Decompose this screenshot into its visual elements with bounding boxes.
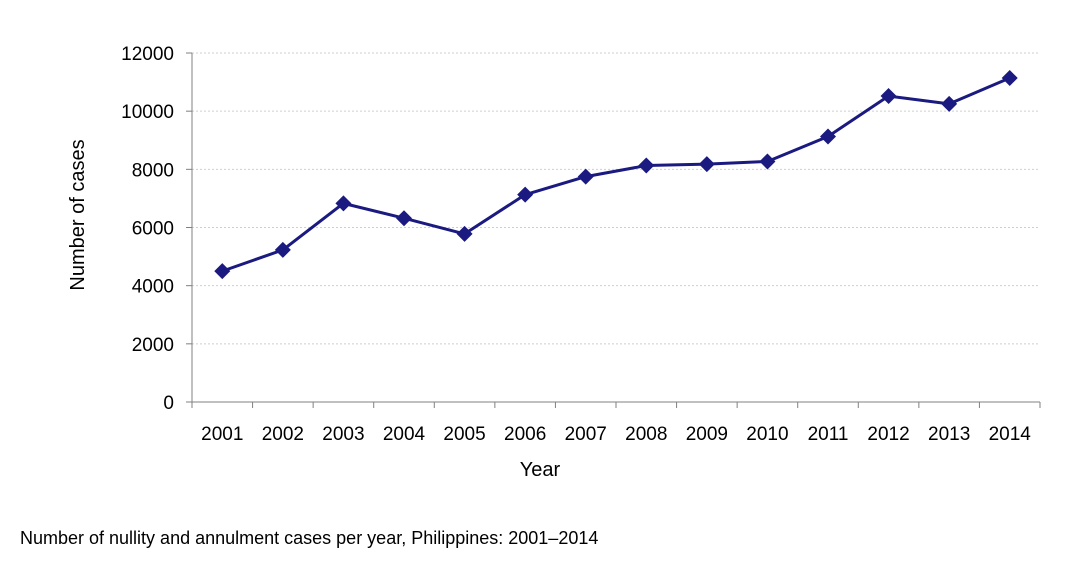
x-tick-label: 2010 — [746, 424, 788, 445]
data-point — [396, 210, 412, 227]
y-tick-label: 12000 — [121, 44, 174, 65]
y-tick-label: 10000 — [121, 102, 174, 123]
y-tick-label: 4000 — [132, 277, 174, 298]
x-tick-label: 2011 — [808, 424, 849, 445]
y-tick-label: 8000 — [132, 160, 174, 181]
data-point — [335, 195, 352, 212]
series-group — [214, 70, 1018, 280]
data-point — [1001, 70, 1018, 87]
x-tick-label: 2005 — [443, 424, 485, 445]
data-point — [456, 225, 473, 242]
y-axis-title: Number of cases — [67, 139, 89, 290]
x-tick-label: 2009 — [686, 424, 728, 445]
figure-caption: Number of nullity and annulment cases pe… — [20, 528, 599, 548]
x-tick-label: 2004 — [383, 424, 426, 445]
line-chart: 0 2000 4000 6000 8000 10000 12000 2001 2002 2003… — [67, 44, 1041, 481]
y-axis: 0 2000 4000 6000 8000 10000 12000 — [121, 44, 193, 414]
data-point — [941, 95, 958, 112]
x-tick-label: 2003 — [322, 424, 364, 445]
x-tick-label: 2008 — [625, 424, 667, 445]
gridlines — [192, 52, 1040, 345]
x-tick-label: 2012 — [867, 424, 909, 445]
data-point — [274, 241, 291, 258]
x-tick-label: 2002 — [262, 424, 304, 445]
series-line — [221, 76, 1011, 273]
data-point — [517, 186, 534, 203]
data-point — [638, 157, 655, 174]
data-point — [820, 128, 836, 145]
x-tick-label: 2006 — [504, 424, 546, 445]
data-point — [759, 153, 776, 170]
x-tick-label: 2007 — [565, 424, 607, 445]
x-tick-label: 2001 — [201, 424, 243, 445]
y-tick-label: 6000 — [132, 219, 174, 240]
data-point — [577, 168, 594, 185]
x-axis-title: Year — [520, 459, 561, 481]
y-tick-label: 0 — [163, 393, 174, 414]
x-axis: 2001 2002 2003 2004 2005 2006 2007 2008 2009 2010… — [191, 401, 1041, 445]
data-point — [214, 263, 231, 280]
data-point — [698, 156, 715, 173]
x-tick-label: 2013 — [928, 424, 970, 445]
y-tick-label: 2000 — [132, 335, 174, 356]
x-tick-label: 2014 — [989, 424, 1032, 445]
data-point — [880, 88, 897, 105]
